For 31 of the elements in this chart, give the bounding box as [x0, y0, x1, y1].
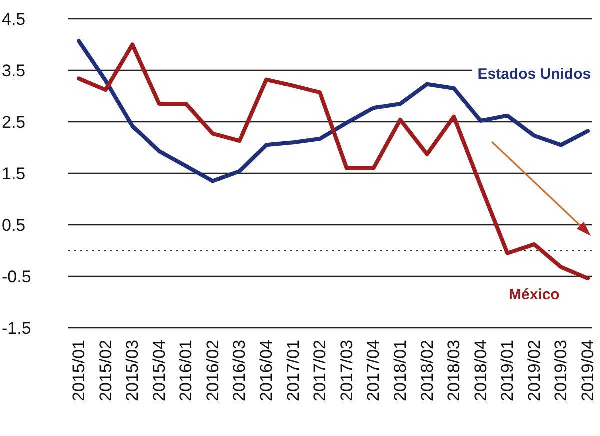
- x-tick-label: 2018/01: [390, 340, 410, 402]
- y-tick-label: 2.5: [2, 113, 26, 132]
- y-tick-label: -1.5: [2, 319, 32, 338]
- x-tick-label: 2015/02: [96, 340, 116, 402]
- y-tick-label: 1.5: [2, 164, 26, 184]
- x-tick-label: 2016/01: [176, 340, 196, 402]
- x-tick-label: 2018/02: [418, 340, 437, 402]
- x-tick-label: 2015/03: [123, 340, 142, 402]
- x-tick-label: 2017/02: [310, 340, 330, 402]
- y-tick-label: 3.5: [2, 62, 26, 81]
- x-tick-label: 2015/04: [150, 340, 169, 402]
- y-tick-label: -0.5: [2, 268, 32, 287]
- x-tick-label: 2017/01: [284, 340, 303, 402]
- x-tick-label: 2016/04: [257, 340, 276, 402]
- x-tick-label: 2015/01: [70, 340, 88, 402]
- y-tick-label: 0.5: [2, 216, 26, 236]
- x-tick-label: 2016/02: [203, 340, 222, 402]
- x-tick-label: 2019/04: [578, 340, 598, 402]
- x-tick-label: 2019/01: [498, 340, 518, 402]
- x-tick-label: 2017/03: [337, 340, 356, 402]
- line-series: [77, 39, 590, 184]
- y-tick-label: 4.5: [2, 10, 26, 30]
- x-tick-label: 2016/03: [230, 340, 250, 402]
- x-tick-label: 2019/03: [552, 340, 571, 402]
- x-tick-label: 2019/02: [524, 340, 544, 402]
- x-tick-label: 2018/04: [471, 340, 490, 402]
- line-series: [77, 42, 590, 281]
- x-tick-label: 2018/03: [444, 340, 464, 402]
- series-label: Estados Unidos: [478, 66, 592, 83]
- x-tick-label: 2017/04: [364, 340, 384, 402]
- series-label: México: [508, 286, 560, 304]
